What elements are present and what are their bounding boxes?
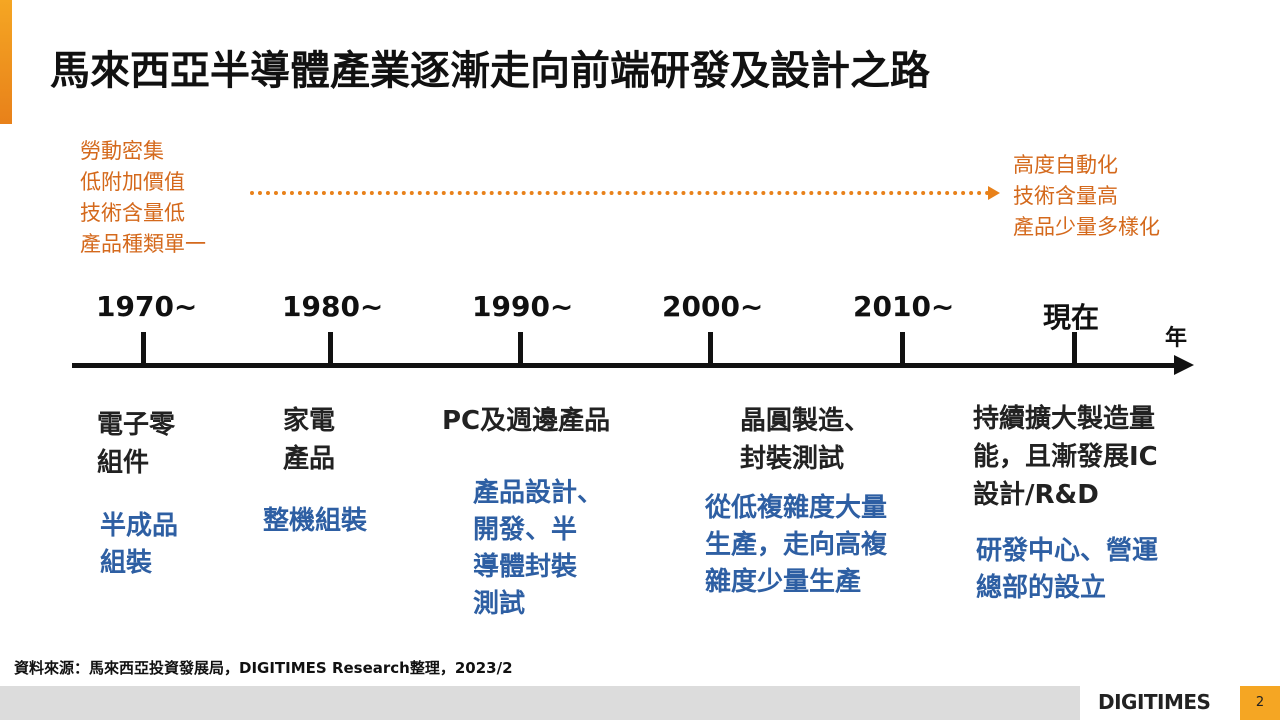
era-activity-1970: 半成品 組裝 (100, 508, 178, 582)
page-number: 2 (1240, 686, 1280, 720)
product-line: 設計/R&D (973, 480, 1099, 510)
trait-item: 產品少量多樣化 (1013, 215, 1160, 239)
era-activity-2000: 從低複雜度大量 生產，走向高複 雜度少量生產 (705, 490, 887, 601)
era-label-1980: 1980~ (282, 290, 384, 323)
activity-line: 組裝 (100, 548, 153, 578)
trait-item: 低附加價值 (80, 170, 185, 194)
timeline-tick (1072, 332, 1077, 365)
accent-bar (0, 0, 12, 124)
dotted-arrow-line (250, 191, 990, 195)
page-title: 馬來西亞半導體產業逐漸走向前端研發及設計之路 (50, 48, 930, 94)
timeline-tick (708, 332, 713, 365)
footer-band (0, 686, 1080, 720)
era-label-1990: 1990~ (472, 290, 574, 323)
trait-item: 產品種類單一 (80, 232, 206, 256)
product-line: 封裝測試 (740, 444, 845, 474)
era-label-2010: 2010~ (853, 290, 955, 323)
timeline-tick (141, 332, 146, 365)
digitimes-logo: DIGITIMES (1098, 690, 1211, 714)
trait-item: 高度自動化 (1013, 153, 1118, 177)
era-product-1970: 電子零 組件 (97, 406, 175, 482)
era-activity-now: 研發中心、營運 總部的設立 (976, 533, 1158, 607)
product-line: 電子零 (97, 410, 176, 440)
trait-item: 技術含量低 (80, 201, 185, 225)
timeline-arrow-icon (1174, 355, 1194, 375)
product-line: PC及週邊產品 (442, 406, 611, 436)
era-product-1980: 家電 產品 (283, 402, 335, 478)
timeline-tick (518, 332, 523, 365)
source-note: 資料來源：馬來西亞投資發展局，DIGITIMES Research整理，2023… (14, 659, 513, 677)
activity-line: 研發中心、營運 (976, 536, 1159, 566)
axis-unit: 年 (1165, 326, 1188, 351)
activity-line: 整機組裝 (263, 506, 368, 536)
era-activity-1980: 整機組裝 (263, 503, 367, 540)
era-label-1970: 1970~ (96, 290, 198, 323)
product-line: 持續擴大製造量 (973, 404, 1156, 434)
activity-line: 生產，走向高複 (705, 530, 888, 560)
era-activity-1990: 產品設計、 開發、半 導體封裝 測試 (473, 475, 603, 623)
product-line: 晶圓製造、 (740, 406, 871, 436)
era-product-now: 持續擴大製造量 能，且漸發展IC 設計/R&D (973, 400, 1158, 514)
activity-line: 從低複雜度大量 (705, 493, 888, 523)
era-label-2000: 2000~ (662, 290, 764, 323)
product-line: 組件 (97, 448, 150, 478)
product-line: 能，且漸發展IC (973, 442, 1158, 472)
activity-line: 半成品 (100, 511, 179, 541)
era-product-2000: 晶圓製造、 封裝測試 (740, 402, 870, 478)
era-product-1990: PC及週邊產品 (442, 402, 610, 440)
right-traits: 高度自動化 技術含量高 產品少量多樣化 (1013, 150, 1160, 243)
activity-line: 產品設計、 (473, 478, 604, 508)
activity-line: 測試 (473, 589, 526, 619)
timeline-axis (72, 363, 1180, 368)
era-label-now: 現在 (1043, 301, 1100, 334)
activity-line: 總部的設立 (976, 573, 1107, 603)
activity-line: 導體封裝 (473, 552, 578, 582)
product-line: 產品 (283, 444, 336, 474)
timeline-tick (900, 332, 905, 365)
activity-line: 開發、半 (473, 515, 578, 545)
timeline-tick (328, 332, 333, 365)
trait-item: 勞動密集 (80, 139, 164, 163)
product-line: 家電 (283, 406, 336, 436)
left-traits: 勞動密集 低附加價值 技術含量低 產品種類單一 (80, 136, 206, 260)
activity-line: 雜度少量生產 (705, 567, 862, 597)
trait-item: 技術含量高 (1013, 184, 1118, 208)
arrow-right-icon (988, 186, 1000, 200)
